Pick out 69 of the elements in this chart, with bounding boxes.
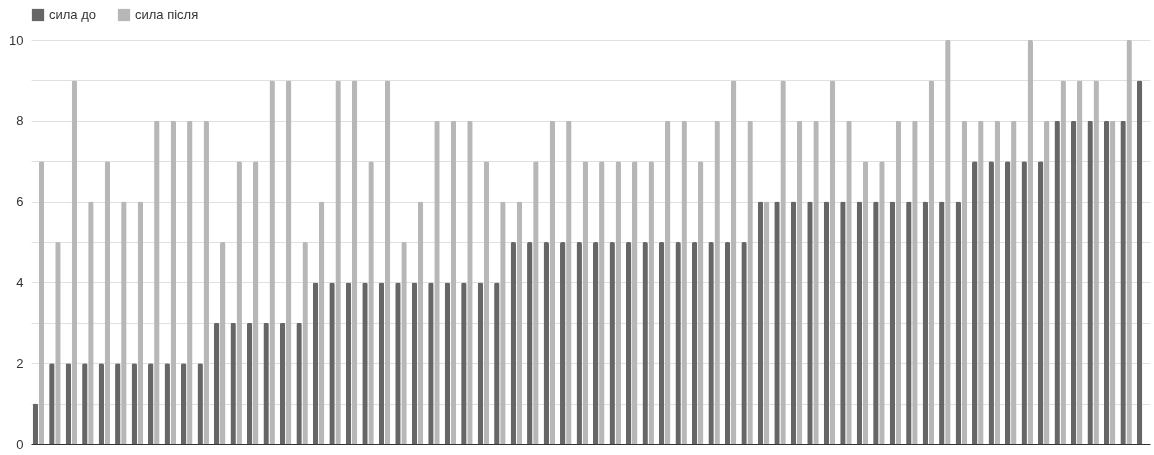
bar [318, 201, 325, 444]
bar [285, 80, 292, 444]
bar [889, 201, 896, 444]
bar [1004, 161, 1011, 444]
bar [796, 120, 803, 444]
bar [895, 120, 902, 444]
bar [697, 161, 704, 444]
y-tick-label: 2 [16, 355, 24, 371]
bar [378, 282, 385, 444]
bar [65, 363, 72, 444]
y-tick-label: 8 [16, 113, 24, 129]
bar [582, 161, 589, 444]
bar [625, 242, 632, 444]
bar [32, 403, 39, 444]
bar [691, 242, 698, 444]
bar [1136, 80, 1143, 444]
bar [510, 242, 517, 444]
y-tick-label: 6 [16, 194, 24, 210]
bar [961, 120, 968, 444]
bar [213, 322, 220, 444]
bar [664, 120, 671, 444]
y-tick-label: 10 [9, 32, 24, 48]
bar [862, 161, 869, 444]
bar [757, 201, 764, 444]
y-tick-label: 0 [16, 436, 24, 452]
bar [1103, 120, 1110, 444]
bar [1109, 120, 1116, 444]
bar [1070, 120, 1077, 444]
bar [658, 242, 665, 444]
y-tick-label: 4 [16, 274, 24, 290]
bar [549, 120, 556, 444]
bar [829, 80, 836, 444]
bar [592, 242, 599, 444]
bar [180, 363, 187, 444]
bar [763, 201, 770, 444]
bar [928, 80, 935, 444]
bar [994, 120, 1001, 444]
bar [246, 322, 253, 444]
bar [856, 201, 863, 444]
bar [790, 201, 797, 444]
bar [98, 363, 105, 444]
bar [1037, 161, 1044, 444]
legend-label: сила до [49, 7, 97, 22]
bar [922, 201, 929, 444]
bar [632, 161, 638, 444]
bar [724, 242, 731, 444]
bar [411, 282, 418, 444]
bar [351, 80, 358, 444]
bar [279, 322, 286, 444]
bar [220, 242, 226, 444]
bar [823, 201, 830, 444]
bar [38, 161, 45, 444]
bar [104, 161, 111, 444]
bar [1076, 80, 1083, 444]
bar [345, 282, 352, 444]
bar [137, 201, 144, 444]
bar [417, 201, 424, 444]
bar [170, 120, 177, 444]
bar [312, 282, 319, 444]
bar [450, 120, 457, 444]
bar [516, 201, 523, 444]
bar [477, 282, 484, 444]
bar [483, 161, 490, 444]
bar [384, 80, 391, 444]
bar [444, 282, 451, 444]
bar [71, 80, 78, 444]
bar [730, 80, 737, 444]
legend-label: сила після [135, 7, 199, 22]
bar [252, 161, 259, 444]
